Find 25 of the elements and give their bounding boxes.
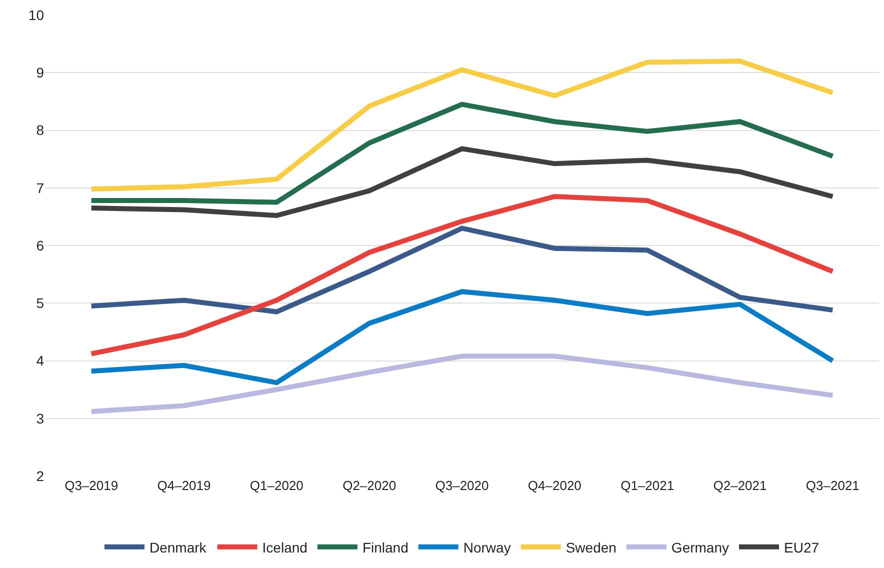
- x-tick-label: Q3–2020: [435, 478, 489, 493]
- x-tick-label: Q1–2020: [250, 478, 304, 493]
- legend-label: Iceland: [262, 539, 308, 556]
- legend-label: Norway: [463, 539, 511, 556]
- x-tick-label: Q3–2019: [64, 478, 118, 493]
- legend-label: Denmark: [150, 539, 208, 556]
- legend-label: EU27: [784, 539, 820, 556]
- y-tick-label: 3: [36, 410, 44, 426]
- x-tick-label: Q3–2021: [806, 478, 860, 493]
- legend-label: Sweden: [566, 539, 616, 556]
- x-tick-label: Q2–2021: [713, 478, 767, 493]
- x-tick-label: Q4–2020: [528, 478, 582, 493]
- x-tick-label: Q1–2021: [620, 478, 674, 493]
- legend-label: Finland: [362, 539, 408, 556]
- y-tick-label: 4: [36, 352, 44, 369]
- legend-label: Germany: [671, 539, 730, 556]
- y-tick-label: 6: [36, 237, 44, 254]
- y-tick-label: 9: [36, 64, 44, 81]
- y-tick-label: 5: [36, 295, 44, 312]
- x-tick-label: Q4–2019: [157, 478, 211, 493]
- y-tick-label: 8: [36, 122, 44, 138]
- x-tick-label: Q2–2020: [342, 478, 396, 493]
- y-tick-label: 2: [36, 468, 44, 484]
- y-tick-label: 10: [28, 6, 44, 23]
- y-tick-label: 7: [36, 180, 44, 196]
